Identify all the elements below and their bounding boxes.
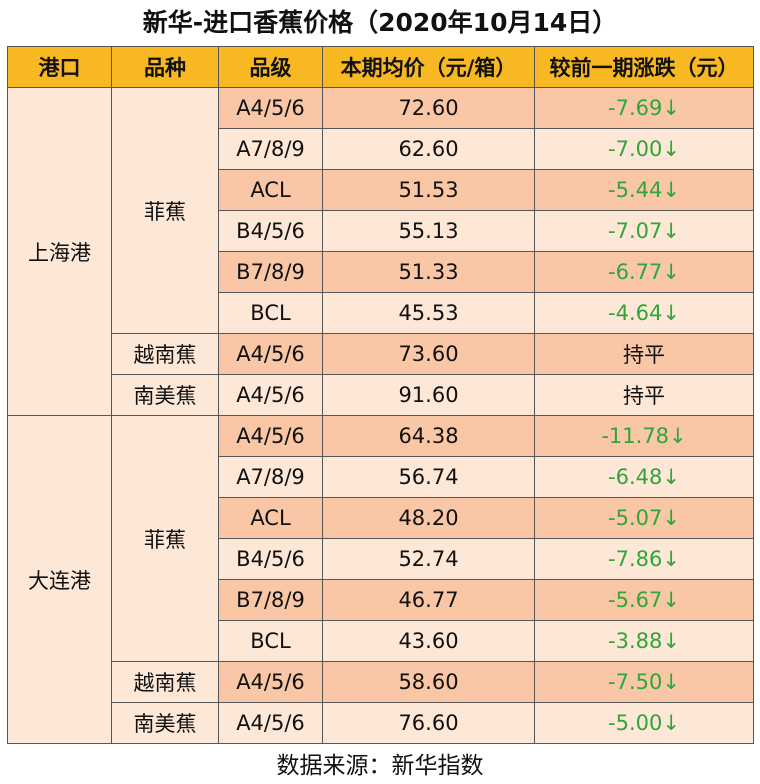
change-cell: -7.07↓ <box>534 210 754 252</box>
banana-price-table: 港口 品种 品级 本期均价（元/箱） 较前一期涨跌（元） 上海港 菲蕉 A4/5/6… <box>7 46 754 744</box>
change-cell: -7.50↓ <box>534 661 754 703</box>
change-cell: -5.07↓ <box>534 497 754 539</box>
grade-cell: B4/5/6 <box>218 210 323 252</box>
table-row: A7/8/9 62.60 -7.00↓ <box>8 128 754 170</box>
grade-cell: A4/5/6 <box>218 333 323 375</box>
header-port: 港口 <box>7 46 112 88</box>
data-source-note: 数据来源：新华指数 <box>276 753 484 779</box>
table-row: 南美蕉 A4/5/6 76.60 -5.00↓ <box>8 702 754 744</box>
port-cell: 大连港 <box>7 415 112 744</box>
price-cell: 55.13 <box>322 210 535 252</box>
grade-cell: A4/5/6 <box>218 374 323 416</box>
table-row: 越南蕉 A4/5/6 73.60 持平 <box>8 333 754 375</box>
variety-cell: 南美蕉 <box>111 374 219 416</box>
header-change: 较前一期涨跌（元） <box>534 46 754 88</box>
table-row: ACL 51.53 -5.44↓ <box>8 169 754 211</box>
grade-cell: B7/8/9 <box>218 251 323 293</box>
table-row: ACL 48.20 -5.07↓ <box>8 497 754 539</box>
change-cell: -5.00↓ <box>534 702 754 744</box>
port-cell: 上海港 <box>7 87 112 416</box>
variety-cell: 菲蕉 <box>111 87 219 334</box>
table-row: BCL 43.60 -3.88↓ <box>8 620 754 662</box>
change-cell: -7.86↓ <box>534 538 754 580</box>
price-cell: 48.20 <box>322 497 535 539</box>
price-cell: 72.60 <box>322 87 535 129</box>
table-body: 上海港 菲蕉 A4/5/6 72.60 -7.69↓ A7/8/9 62.60 -7.00↓ A… <box>7 87 754 744</box>
grade-cell: ACL <box>218 169 323 211</box>
price-cell: 91.60 <box>322 374 535 416</box>
grade-cell: A7/8/9 <box>218 128 323 170</box>
change-cell: 持平 <box>534 333 754 375</box>
grade-cell: A4/5/6 <box>218 702 323 744</box>
variety-cell: 越南蕉 <box>111 661 219 703</box>
table-row: 上海港 菲蕉 A4/5/6 72.60 -7.69↓ <box>7 87 754 416</box>
variety-cell: 菲蕉 <box>111 415 219 662</box>
grade-cell: A4/5/6 <box>218 415 323 457</box>
price-cell: 64.38 <box>322 415 535 457</box>
change-cell: -5.67↓ <box>534 579 754 621</box>
price-cell: 51.53 <box>322 169 535 211</box>
grade-cell: ACL <box>218 497 323 539</box>
grade-cell: BCL <box>218 620 323 662</box>
variety-cell: 南美蕉 <box>111 702 219 744</box>
grade-cell: B7/8/9 <box>218 579 323 621</box>
price-cell: 52.74 <box>322 538 535 580</box>
price-cell: 43.60 <box>322 620 535 662</box>
change-cell: -6.48↓ <box>534 456 754 498</box>
price-cell: 56.74 <box>322 456 535 498</box>
price-cell: 62.60 <box>322 128 535 170</box>
variety-cell: 越南蕉 <box>111 333 219 375</box>
price-cell: 76.60 <box>322 702 535 744</box>
table-row: 南美蕉 A4/5/6 91.60 持平 <box>8 374 754 416</box>
price-cell: 58.60 <box>322 661 535 703</box>
price-cell: 73.60 <box>322 333 535 375</box>
header-grade: 品级 <box>218 46 323 88</box>
table-row: B7/8/9 46.77 -5.67↓ <box>8 579 754 621</box>
header-row: 港口 品种 品级 本期均价（元/箱） 较前一期涨跌（元） <box>7 46 754 88</box>
change-cell: -4.64↓ <box>534 292 754 334</box>
grade-cell: BCL <box>218 292 323 334</box>
grade-cell: A4/5/6 <box>218 87 323 129</box>
grade-cell: A4/5/6 <box>218 661 323 703</box>
change-cell: -5.44↓ <box>534 169 754 211</box>
change-cell: -7.69↓ <box>534 87 754 129</box>
table-row: 大连港 菲蕉 A4/5/6 64.38 -11.78↓ <box>7 415 754 744</box>
price-cell: 46.77 <box>322 579 535 621</box>
change-cell: -3.88↓ <box>534 620 754 662</box>
header-price: 本期均价（元/箱） <box>322 46 535 88</box>
change-cell: -6.77↓ <box>534 251 754 293</box>
change-cell: -11.78↓ <box>534 415 754 457</box>
price-cell: 45.53 <box>322 292 535 334</box>
table-row: B4/5/6 52.74 -7.86↓ <box>8 538 754 580</box>
table-row: 越南蕉 A4/5/6 58.60 -7.50↓ <box>8 661 754 703</box>
table-title: 新华-进口香蕉价格（2020年10月14日） <box>142 8 618 37</box>
change-cell: 持平 <box>534 374 754 416</box>
grade-cell: B4/5/6 <box>218 538 323 580</box>
grade-cell: A7/8/9 <box>218 456 323 498</box>
header-variety: 品种 <box>111 46 219 88</box>
table-row: B7/8/9 51.33 -6.77↓ <box>8 251 754 293</box>
table-row: B4/5/6 55.13 -7.07↓ <box>8 210 754 252</box>
price-cell: 51.33 <box>322 251 535 293</box>
change-cell: -7.00↓ <box>534 128 754 170</box>
